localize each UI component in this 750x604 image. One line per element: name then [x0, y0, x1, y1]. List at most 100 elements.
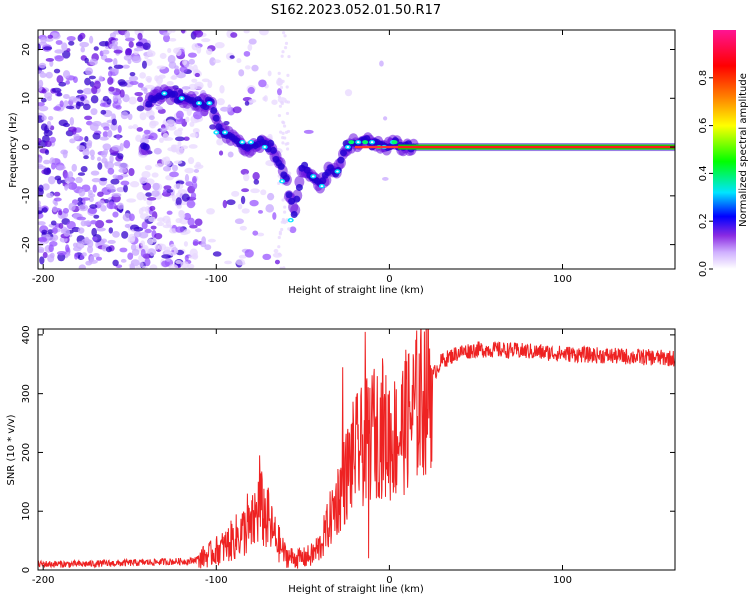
spectrogram-noise-blob	[139, 176, 148, 184]
ridge-halo-blob	[294, 175, 305, 188]
spectrogram-noise-blob	[84, 136, 89, 142]
spectrogram-noise-blob	[102, 131, 109, 138]
spectrogram-noise-blob	[277, 97, 287, 103]
spectrogram-noise-blob	[278, 230, 282, 234]
spectrogram-noise-blob	[170, 30, 176, 33]
x-tick-label: -100	[205, 274, 228, 285]
spectrogram-noise-blob	[259, 30, 269, 36]
spectrogram-noise-blob	[274, 259, 280, 265]
spectrogram-noise-blob	[139, 213, 150, 220]
spectrogram-noise-blob	[194, 84, 203, 90]
spectrogram-noise-blob	[102, 143, 112, 151]
spectrogram-noise-blob	[263, 95, 268, 102]
spectrogram-noise-blob	[244, 100, 250, 106]
spectrogram-noise-blob	[303, 129, 314, 134]
spectrogram-noise-blob	[90, 95, 99, 104]
spectrogram-noise-blob	[67, 171, 74, 179]
spectrogram-noise-blob	[277, 235, 281, 240]
spectrogram-noise-blob	[62, 207, 69, 214]
spectrogram-noise-blob	[77, 197, 83, 203]
spectrogram-noise-blob	[167, 47, 172, 54]
spectrogram-noise-blob	[277, 113, 282, 118]
ridge-bright-spot-core	[180, 97, 183, 100]
spectrogram-noise-blob	[123, 184, 128, 193]
spectrogram-noise-blob	[53, 68, 61, 74]
spectrogram-noise-blob	[91, 177, 101, 183]
spectrogram-noise-blob	[91, 227, 97, 237]
spectrogram-noise-blob	[74, 252, 79, 260]
spectrogram-noise-blob	[100, 204, 107, 212]
spectrogram-noise-blob	[38, 184, 44, 192]
spectrogram-noise-blob	[120, 258, 127, 263]
spectrogram-x-axis-label: Height of straight line (km)	[288, 285, 424, 296]
spectrogram-noise-blob	[174, 65, 179, 70]
spectrogram-noise-blob	[113, 91, 120, 96]
spectrogram-noise-blob	[205, 48, 213, 56]
spectrogram-noise-blob	[185, 181, 194, 187]
spectrogram-noise-blob	[53, 106, 62, 111]
spectrogram-noise-blob	[243, 50, 251, 57]
spectrogram-noise-blob	[280, 54, 284, 58]
spectrogram-noise-blob	[201, 38, 211, 43]
spectrogram-noise-blob	[52, 206, 58, 213]
spectrogram-noise-blob	[129, 72, 136, 77]
spectrogram-noise-blob	[176, 204, 182, 209]
spectrogram-noise-blob	[182, 59, 188, 66]
spectrogram-noise-blob	[213, 59, 221, 64]
spectrogram-noise-blob	[112, 259, 119, 267]
spectrogram-noise-blob	[58, 119, 68, 127]
spectrogram-noise-blob	[252, 230, 259, 236]
spectrogram-noise-blob	[276, 88, 282, 96]
spectrogram-noise-blob	[38, 102, 45, 107]
spectrogram-noise-blob	[50, 220, 57, 226]
spectrogram-noise-blob	[129, 181, 140, 188]
spectrogram-noise-blob	[129, 80, 139, 86]
spectrogram-noise-blob	[163, 185, 172, 190]
spectrogram-noise-blob	[379, 60, 384, 67]
spectrogram-noise-blob	[87, 245, 94, 254]
spectrogram-noise-blob	[235, 258, 246, 266]
spectrogram-noise-blob	[141, 170, 151, 179]
spectrogram-noise-blob	[251, 64, 259, 72]
spectrogram-noise-blob	[168, 263, 179, 269]
spectrogram-noise-blob	[38, 70, 45, 75]
spectrogram-noise-blob	[265, 204, 275, 213]
spectrogram-noise-blob	[111, 192, 122, 197]
spectrogram-noise-blob	[44, 149, 50, 155]
ridge-bright-spot-core	[163, 92, 166, 95]
spectrogram-noise-blob	[78, 264, 86, 269]
spectrogram-noise-blob	[133, 226, 144, 232]
spectrogram-noise-blob	[127, 236, 136, 243]
spectrogram-noise-blob	[53, 191, 61, 197]
spectrogram-noise-blob	[80, 96, 85, 102]
spectrogram-noise-blob	[111, 118, 118, 126]
spectrogram-noise-blob	[243, 30, 250, 34]
spectrogram-noise-blob	[126, 198, 137, 203]
spectrogram-noise-blob	[184, 255, 189, 261]
colorbar-tick-label: 0.2	[698, 213, 709, 229]
spectrogram-noise-blob	[193, 169, 200, 173]
colorbar-tick-label: 0.0	[698, 261, 709, 277]
spectrogram-noise-blob	[175, 217, 183, 224]
spectrogram-noise-blob	[54, 175, 62, 181]
spectrogram-noise-blob	[282, 266, 286, 269]
spectrogram-noise-blob	[65, 244, 70, 253]
x-tick-label: 0	[386, 274, 392, 285]
spectrogram-noise-blob	[90, 108, 98, 116]
spectrogram-noise-blob	[116, 187, 126, 193]
spectrogram-noise-blob	[40, 37, 47, 44]
spectrogram-noise-blob	[283, 210, 287, 214]
spectrogram-noise-blob	[41, 115, 47, 121]
spectrogram-noise-blob	[68, 202, 76, 211]
spectrogram-noise-blob	[111, 145, 122, 151]
spectrogram-noise-blob	[171, 194, 176, 202]
spectrogram-noise-blob	[38, 43, 41, 51]
spectrogram-noise-blob	[120, 111, 129, 120]
spectrogram-noise-blob	[209, 57, 216, 66]
ridge-core-blob	[142, 143, 150, 151]
spectrogram-noise-blob	[124, 223, 131, 228]
spectrogram-noise-blob	[81, 197, 91, 201]
spectrogram-noise-blob	[75, 101, 81, 110]
spectrogram-noise-blob	[65, 105, 75, 110]
